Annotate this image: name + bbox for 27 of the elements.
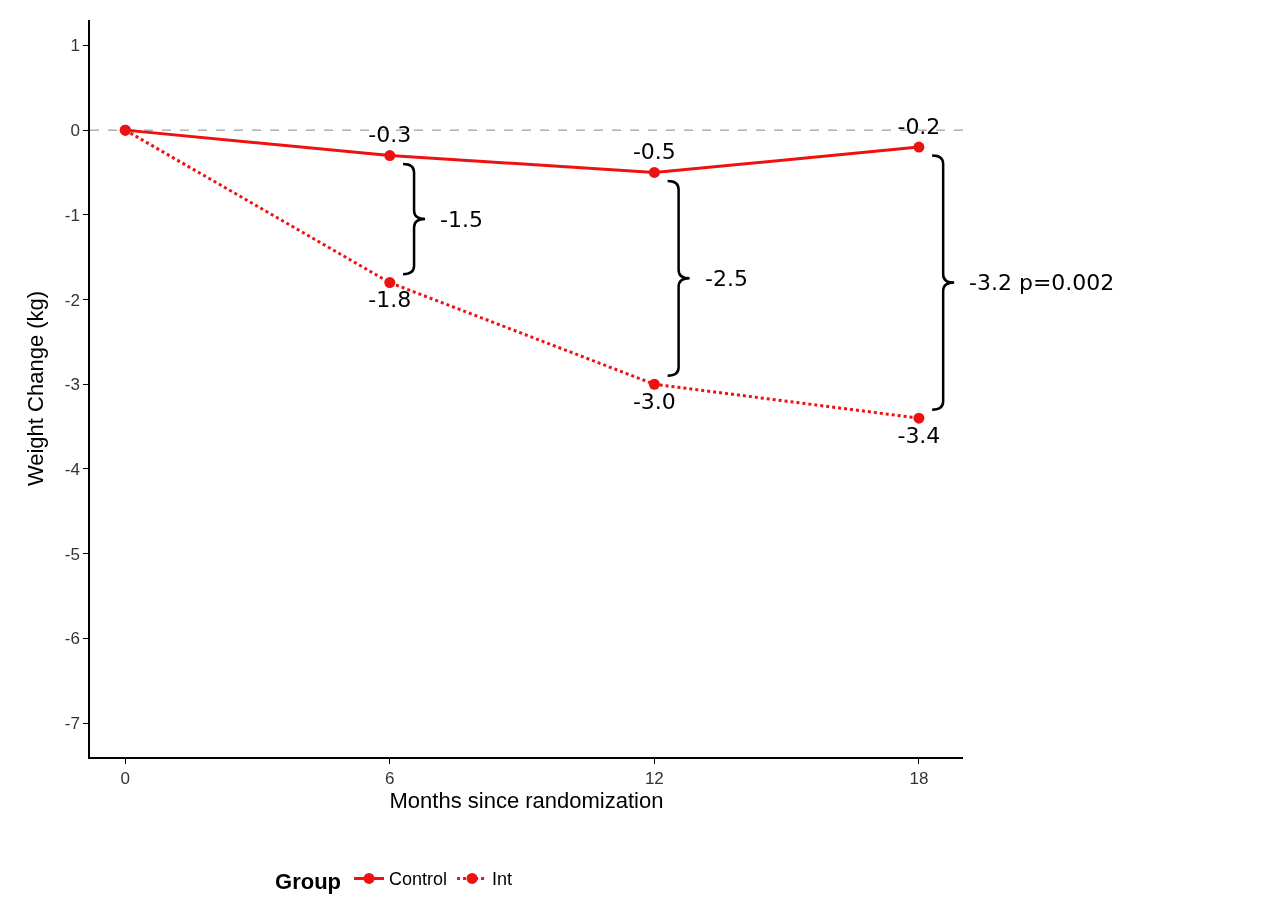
y-tick-label: -3	[64, 375, 80, 395]
x-tick-label: 6	[385, 769, 395, 789]
legend-title: Group	[275, 868, 342, 894]
data-label: -3.0	[632, 388, 676, 414]
x-tick-label: 0	[120, 769, 130, 789]
y-axis-title: Weight Change (kg)	[23, 290, 49, 487]
legend-label: Control	[389, 869, 448, 890]
data-label: -0.3	[368, 122, 412, 148]
y-tick-label: -4	[64, 459, 80, 479]
x-axis-title: Months since randomization	[389, 788, 664, 814]
data-label: -0.5	[632, 139, 676, 165]
y-tick-label: -2	[64, 290, 80, 310]
data-label: -1.8	[368, 286, 412, 312]
legend-label: Int	[492, 869, 513, 890]
data-label: -0.2	[897, 113, 941, 139]
y-tick-label: 1	[70, 36, 80, 56]
annotation: -2.5	[705, 266, 748, 291]
x-tick-label: 12	[644, 769, 664, 789]
y-tick-label: 0	[70, 121, 80, 141]
data-label: -3.4	[897, 422, 941, 448]
y-tick-label: -6	[64, 629, 80, 649]
text: -3.2 p=0.002	[969, 270, 1115, 295]
y-tick-label: -7	[64, 714, 80, 734]
y-tick-label: -1	[64, 205, 80, 225]
x-tick-label: 18	[909, 769, 929, 789]
annotation: -1.5	[440, 207, 483, 232]
y-tick-label: -5	[64, 544, 80, 564]
